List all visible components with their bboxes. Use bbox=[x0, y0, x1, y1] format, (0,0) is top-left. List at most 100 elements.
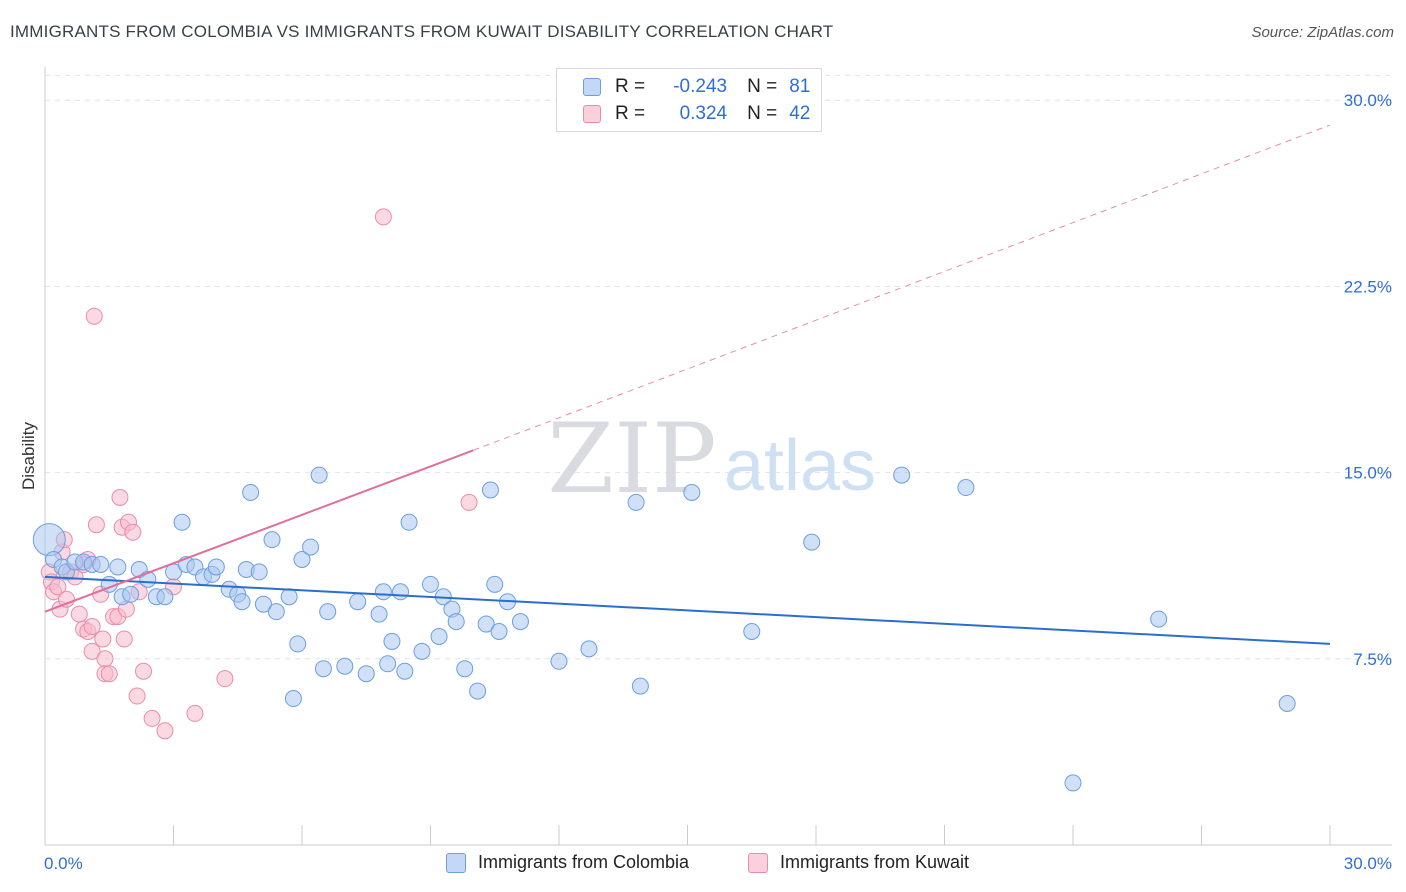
colombia-point bbox=[580, 640, 598, 658]
kuwait-n-label: N = bbox=[747, 103, 778, 124]
x-tick-label: 30.0% bbox=[1344, 854, 1392, 873]
colombia-point bbox=[1064, 774, 1082, 792]
colombia-point bbox=[456, 660, 474, 678]
colombia-swatch bbox=[583, 78, 601, 96]
colombia-point bbox=[156, 588, 174, 606]
colombia-legend-swatch bbox=[446, 852, 466, 873]
kuwait-point bbox=[49, 578, 67, 596]
colombia-point bbox=[310, 466, 328, 484]
colombia-point bbox=[250, 563, 268, 581]
kuwait-point bbox=[156, 722, 174, 740]
colombia-point bbox=[627, 493, 645, 511]
y-tick-label: 7.5% bbox=[1353, 650, 1392, 669]
source-label: Source: ZipAtlas.com bbox=[1251, 24, 1394, 41]
kuwait-point bbox=[124, 523, 142, 541]
colombia-point bbox=[1150, 610, 1168, 628]
colombia-point bbox=[422, 575, 439, 593]
kuwait-point bbox=[460, 493, 478, 511]
colombia-point bbox=[336, 657, 354, 675]
colombia-point bbox=[280, 588, 298, 606]
colombia-point bbox=[447, 613, 465, 631]
colombia-point bbox=[357, 665, 375, 683]
colombia-point bbox=[490, 623, 508, 641]
colombia-point bbox=[486, 575, 504, 593]
kuwait-point bbox=[85, 307, 103, 325]
kuwait-trend-line bbox=[44, 449, 474, 613]
y-axis-label: Disability bbox=[19, 421, 38, 490]
colombia-point bbox=[631, 677, 649, 695]
colombia-point bbox=[550, 652, 568, 670]
kuwait-n-value: 42 bbox=[789, 103, 811, 124]
colombia-point bbox=[374, 583, 392, 601]
colombia-point bbox=[302, 538, 320, 556]
colombia-point bbox=[370, 605, 388, 623]
colombia-point bbox=[109, 558, 127, 576]
legend-row-colombia: R = -0.243 N = 81 bbox=[583, 75, 810, 99]
colombia-point bbox=[92, 555, 110, 573]
colombia-point bbox=[893, 466, 911, 484]
kuwait-trend-line bbox=[473, 124, 1331, 451]
kuwait-point bbox=[94, 630, 112, 648]
colombia-point bbox=[32, 523, 66, 557]
kuwait-r-value: 0.324 bbox=[679, 103, 728, 124]
colombia-n-value: 81 bbox=[789, 76, 811, 97]
kuwait-point bbox=[57, 590, 75, 608]
colombia-point bbox=[314, 660, 332, 678]
colombia-point bbox=[383, 632, 401, 650]
colombia-n-label: N = bbox=[747, 76, 778, 97]
y-tick-label: 22.5% bbox=[1344, 277, 1392, 296]
kuwait-point bbox=[143, 709, 161, 727]
colombia-r-label: R = bbox=[615, 76, 646, 97]
colombia-point bbox=[207, 558, 225, 576]
kuwait-point bbox=[216, 670, 234, 688]
trend-lines bbox=[44, 124, 1331, 645]
y-tick-label: 15.0% bbox=[1344, 464, 1392, 483]
kuwait-point bbox=[100, 665, 118, 683]
colombia-point bbox=[511, 613, 529, 631]
tick-labels: 7.5% 15.0% 22.5% 30.0% 0.0% 30.0% bbox=[44, 91, 1392, 873]
correlation-legend: R = -0.243 N = 81 R = 0.324 N = 42 bbox=[556, 68, 822, 132]
colombia-point bbox=[319, 603, 337, 621]
colombia-point bbox=[267, 603, 285, 621]
kuwait-point bbox=[96, 650, 114, 668]
legend-row-kuwait: R = 0.324 N = 42 bbox=[583, 102, 810, 126]
kuwait-legend-label: Immigrants from Kuwait bbox=[780, 852, 970, 872]
kuwait-point bbox=[374, 208, 392, 226]
legend-item-kuwait[interactable]: Immigrants from Kuwait bbox=[748, 852, 969, 873]
colombia-points bbox=[32, 466, 1296, 792]
kuwait-swatch bbox=[583, 105, 601, 123]
kuwait-point bbox=[83, 642, 101, 660]
colombia-point bbox=[413, 642, 431, 660]
colombia-point bbox=[957, 479, 975, 497]
kuwait-point bbox=[115, 630, 133, 648]
kuwait-legend-swatch bbox=[748, 852, 768, 873]
colombia-point bbox=[349, 593, 367, 611]
colombia-trend-line bbox=[44, 575, 1331, 645]
kuwait-point bbox=[83, 618, 101, 636]
colombia-point bbox=[430, 627, 448, 645]
colombia-point bbox=[469, 682, 487, 700]
colombia-point bbox=[233, 593, 251, 611]
colombia-point bbox=[400, 513, 418, 531]
kuwait-point bbox=[87, 516, 105, 534]
colombia-point bbox=[392, 583, 410, 601]
kuwait-point bbox=[70, 605, 88, 623]
colombia-point bbox=[122, 585, 140, 603]
watermark: ZIP atlas bbox=[547, 403, 876, 515]
colombia-point bbox=[379, 655, 397, 673]
colombia-point bbox=[683, 483, 701, 501]
axes bbox=[44, 67, 1392, 846]
kuwait-point bbox=[111, 488, 129, 506]
kuwait-point bbox=[186, 704, 204, 722]
colombia-point bbox=[254, 595, 272, 613]
y-tick-label: 30.0% bbox=[1344, 91, 1392, 110]
legend-item-colombia[interactable]: Immigrants from Colombia bbox=[446, 852, 689, 873]
colombia-r-value: -0.243 bbox=[673, 76, 728, 97]
colombia-point bbox=[263, 531, 281, 549]
x-tick-label: 0.0% bbox=[44, 854, 83, 873]
colombia-point bbox=[803, 533, 821, 551]
colombia-point bbox=[743, 623, 761, 641]
colombia-point bbox=[284, 690, 302, 708]
colombia-point bbox=[396, 662, 414, 680]
